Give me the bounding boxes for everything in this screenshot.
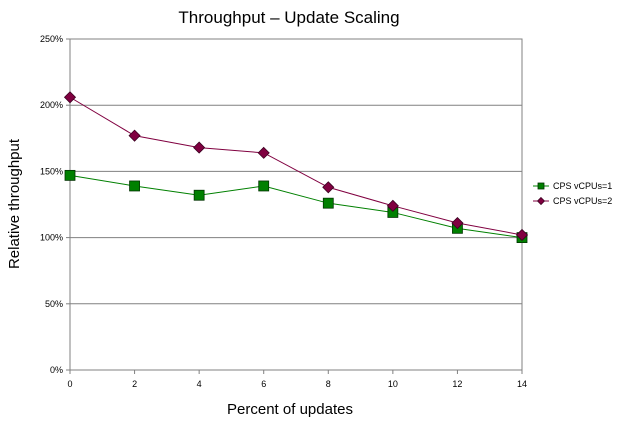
data-point: [322, 181, 335, 194]
data-point: [63, 91, 77, 104]
x-tick-label: 2: [132, 379, 137, 389]
data-point: [129, 180, 140, 192]
legend: CPS vCPUs=1 CPS vCPUs=2: [533, 181, 612, 206]
plot-area: [69, 38, 523, 371]
y-tick-label: 0%: [50, 365, 63, 375]
data-point: [451, 216, 464, 230]
series-layer: [63, 91, 529, 244]
x-tick-label: 0: [67, 379, 72, 389]
x-axis-label: Percent of updates: [227, 401, 353, 418]
legend-label: CPS vCPUs=2: [553, 196, 612, 206]
data-point: [515, 228, 529, 242]
y-tick-label: 150%: [40, 166, 63, 176]
legend-item: CPS vCPUs=1: [533, 181, 612, 191]
x-axis-ticks: 0 2 4 6 8 10 12 14: [67, 370, 527, 389]
data-point: [386, 199, 399, 212]
series-line: [69, 174, 523, 239]
series-line: [69, 96, 523, 236]
x-tick-label: 10: [388, 379, 398, 389]
data-point: [258, 180, 270, 192]
gridlines: [70, 104, 522, 305]
x-tick-label: 12: [452, 379, 462, 389]
data-point: [322, 197, 334, 209]
data-point: [257, 146, 270, 159]
y-tick-label: 250%: [40, 34, 63, 44]
legend-item: CPS vCPUs=2: [533, 196, 612, 206]
chart-title: Throughput – Update Scaling: [178, 8, 399, 27]
x-tick-label: 4: [197, 379, 202, 389]
x-tick-label: 6: [261, 379, 266, 389]
data-point: [128, 129, 141, 142]
x-tick-label: 14: [517, 379, 527, 389]
legend-label: CPS vCPUs=1: [553, 181, 612, 191]
data-point: [193, 141, 206, 154]
y-tick-label: 200%: [40, 100, 63, 110]
legend-marker: [537, 182, 545, 190]
series-2: [63, 91, 529, 242]
y-tick-label: 50%: [45, 299, 63, 309]
y-tick-label: 100%: [40, 233, 63, 243]
data-point: [64, 169, 76, 181]
legend-marker: [536, 196, 546, 206]
data-point: [193, 189, 205, 201]
y-axis-label: Relative throughput: [6, 138, 23, 269]
x-tick-label: 8: [326, 379, 331, 389]
y-axis-ticks: 0% 50% 100% 150% 200% 250%: [40, 34, 70, 375]
